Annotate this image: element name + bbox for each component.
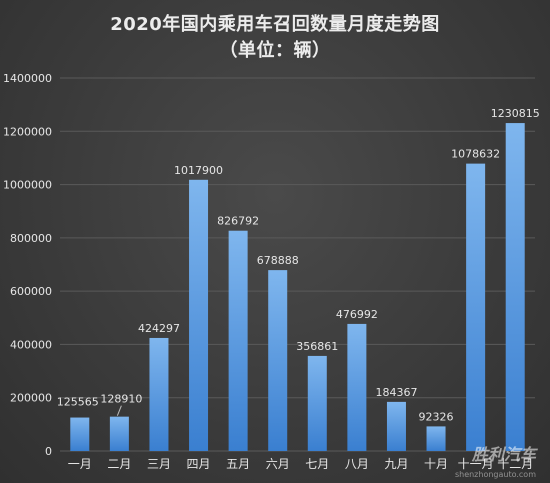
watermark-url: shenzhongauto.com [454,470,536,479]
data-label: 826792 [217,215,259,228]
x-category-label: 四月 [187,457,211,471]
bar [505,123,525,451]
bar [149,337,169,451]
x-category-label: 七月 [305,457,329,471]
bar [268,270,288,451]
data-label: 1017900 [174,164,223,177]
data-label: 476992 [336,308,378,321]
data-label: 92326 [419,410,454,423]
bar [70,417,90,451]
data-label: 678888 [257,254,299,267]
x-category-label: 六月 [266,457,290,471]
y-tick-label: 400000 [10,338,52,351]
x-category-label: 十二月 [497,457,533,471]
y-tick-label: 1400000 [3,72,52,85]
watermark-logo: 胜利汽车 [471,445,536,464]
data-label: 1230815 [491,107,540,120]
x-category-label: 一月 [68,457,92,471]
chart-title: 2020年国内乘用车召回数量月度走势图 [110,14,440,35]
y-tick-label: 1200000 [3,125,52,138]
bar [189,179,209,451]
x-category-label: 十一月 [458,457,494,471]
data-label: 1078632 [451,148,500,161]
y-tick-label: 800000 [10,232,52,245]
x-category-label: 十月 [424,457,448,471]
data-label: 356861 [296,340,338,353]
y-tick-label: 200000 [10,392,52,405]
label-leader-line [116,405,122,416]
y-tick-label: 0 [45,445,52,458]
bar [228,230,248,451]
bar [386,401,406,451]
x-category-label: 二月 [107,457,131,471]
bar [109,416,129,451]
data-label: 184367 [375,386,417,399]
y-tick-label: 600000 [10,285,52,298]
bar [466,163,486,451]
y-tick-label: 1000000 [3,179,52,192]
x-category-label: 九月 [384,457,408,471]
bar [426,426,446,451]
data-label: 125565 [57,396,99,409]
data-label: 128910 [100,393,142,406]
chart-subtitle: （单位：辆） [219,40,331,61]
x-category-label: 五月 [226,457,250,471]
bar [307,355,327,451]
x-category-label: 三月 [147,457,171,471]
x-category-label: 八月 [345,457,369,471]
data-label: 424297 [138,322,180,335]
bar [347,323,367,451]
